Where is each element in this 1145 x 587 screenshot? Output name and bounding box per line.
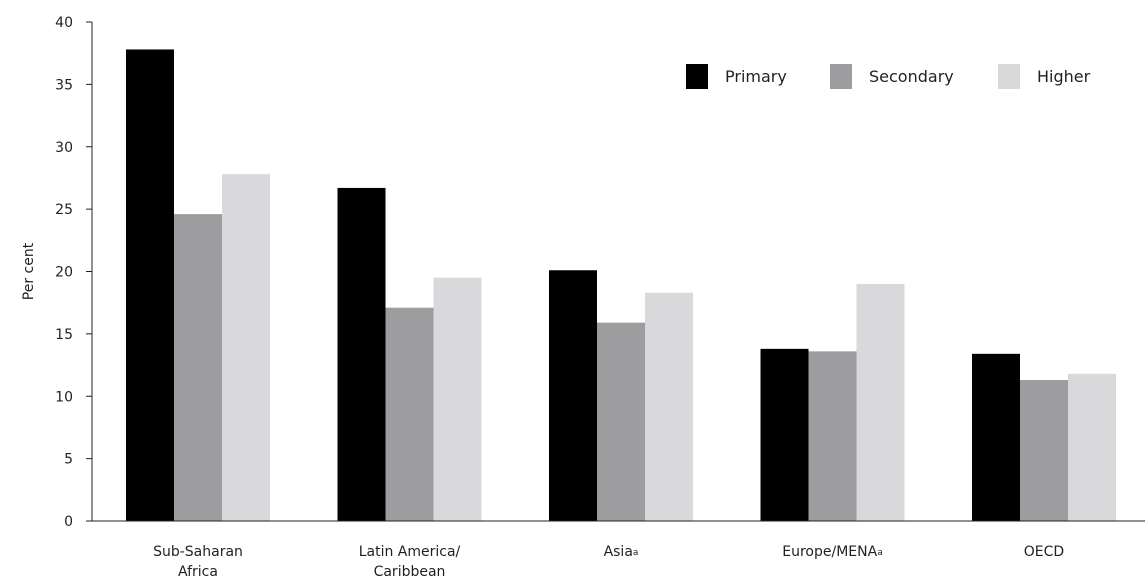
- category-label-line: Latin America/: [359, 544, 461, 560]
- bar-secondary-4: [1020, 380, 1068, 521]
- category-label-line: Asia: [604, 544, 633, 560]
- category-label-line: Caribbean: [374, 564, 446, 580]
- legend-swatch-higher: [998, 64, 1020, 89]
- legend-swatch-secondary: [830, 64, 852, 89]
- bar-higher-1: [433, 277, 482, 521]
- bar-higher-4: [1068, 373, 1116, 521]
- bar-higher-2: [645, 292, 693, 521]
- y-tick-label: 35: [55, 77, 73, 93]
- y-tick-label: 40: [55, 15, 73, 31]
- y-tick-label: 25: [55, 202, 73, 218]
- legend-label-higher: Higher: [1037, 67, 1091, 86]
- bars-group: [126, 49, 1116, 522]
- category-label-line: OECD: [1024, 544, 1064, 560]
- bar-primary-2: [549, 270, 597, 521]
- legend-label-primary: Primary: [725, 67, 787, 86]
- category-label: Sub-Saharan Africa: [153, 544, 243, 580]
- category-label: Asiaa: [604, 544, 639, 560]
- bar-higher-0: [222, 174, 270, 521]
- bar-primary-3: [760, 348, 809, 521]
- bar-higher-3: [856, 283, 905, 521]
- legend: Primary Secondary Higher: [686, 64, 1091, 89]
- category-labels: Sub-Saharan Africa Latin America/Caribbean…: [153, 544, 1064, 580]
- y-tick-label: 5: [64, 452, 73, 468]
- category-label: Latin America/Caribbean: [359, 544, 461, 580]
- bar-secondary-3: [808, 351, 857, 521]
- category-label: Europe/MENAa: [782, 544, 882, 560]
- bar-primary-0: [126, 49, 174, 521]
- y-axis-title: Per cent: [21, 242, 37, 300]
- category-label-superscript: a: [877, 548, 883, 558]
- y-axis-ticks: 0 5 10 15 20 25 30 35 40: [55, 15, 92, 530]
- category-label-superscript: a: [633, 548, 639, 558]
- y-tick-label: 15: [55, 327, 73, 343]
- category-label-line: Sub-Saharan: [153, 544, 243, 560]
- legend-label-secondary: Secondary: [869, 67, 954, 86]
- y-tick-label: 10: [55, 389, 73, 405]
- category-label-line: Africa: [178, 564, 218, 580]
- bar-secondary-0: [174, 214, 222, 522]
- bar-primary-4: [972, 353, 1020, 521]
- bar-primary-1: [337, 187, 386, 522]
- y-tick-label: 30: [55, 140, 73, 156]
- category-label-line: Europe/MENA: [782, 544, 877, 560]
- legend-swatch-primary: [686, 64, 708, 89]
- category-label: OECD: [1024, 544, 1064, 560]
- y-tick-label: 20: [55, 265, 73, 281]
- bar-secondary-2: [597, 322, 645, 521]
- y-tick-label: 0: [64, 514, 73, 530]
- bar-secondary-1: [385, 307, 434, 521]
